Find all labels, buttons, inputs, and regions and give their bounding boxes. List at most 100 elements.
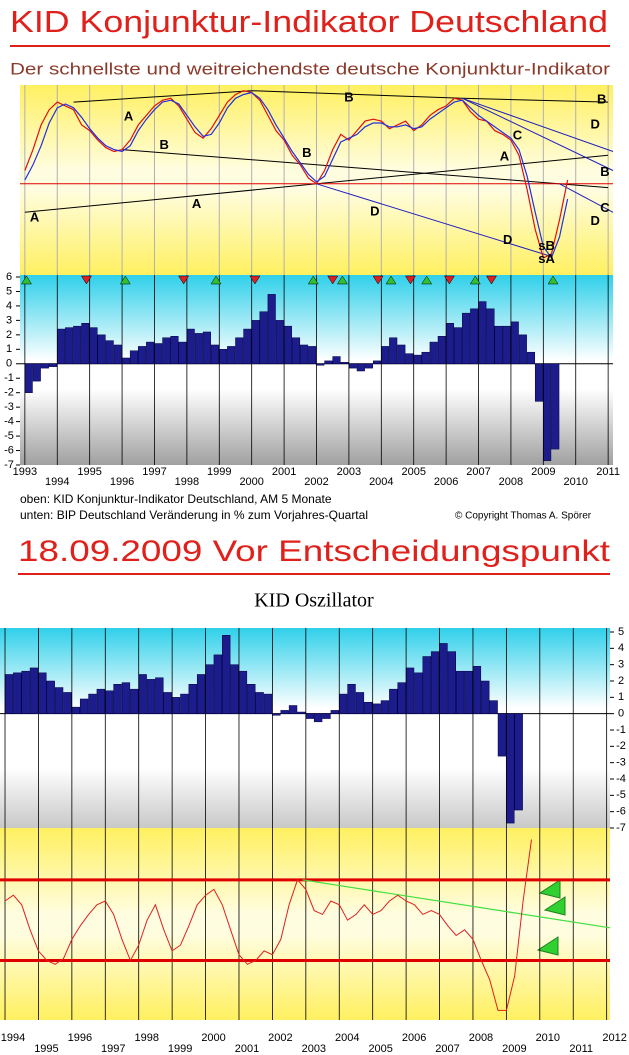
annotation: D bbox=[503, 232, 512, 247]
bar bbox=[272, 713, 281, 716]
x-tick-label: 2011 bbox=[596, 466, 620, 478]
x-tick-label: 2002 bbox=[268, 1032, 292, 1044]
bar bbox=[162, 337, 171, 365]
bar bbox=[138, 346, 147, 365]
bar bbox=[437, 336, 446, 365]
bar bbox=[313, 713, 323, 723]
headline: 18.09.2009 Vor Entscheidungspunkt bbox=[18, 535, 611, 568]
bar bbox=[138, 674, 147, 714]
bar bbox=[40, 363, 49, 369]
chart-title: KID Konjunktur-Indikator Deutschland bbox=[10, 4, 608, 39]
x-tick-label: 1998 bbox=[175, 476, 199, 488]
bar bbox=[455, 670, 465, 714]
bar bbox=[81, 323, 90, 365]
bar bbox=[497, 713, 507, 757]
bar bbox=[259, 311, 268, 365]
bar bbox=[89, 327, 98, 365]
bar bbox=[105, 690, 114, 714]
bar bbox=[178, 341, 187, 365]
bar bbox=[429, 341, 438, 365]
y-tick-label: -3 bbox=[616, 757, 626, 769]
bar bbox=[105, 340, 114, 365]
bar bbox=[146, 341, 155, 365]
x-tick-label: 1997 bbox=[101, 1043, 125, 1055]
trend-line bbox=[122, 149, 609, 189]
x-tick-label: 2006 bbox=[434, 476, 458, 488]
bar bbox=[502, 325, 511, 365]
annotation: B bbox=[160, 137, 169, 152]
y-tick-label: 2 bbox=[6, 329, 12, 341]
bar bbox=[275, 320, 284, 365]
x-tick-label: 2005 bbox=[401, 466, 425, 478]
x-tick-label: 2004 bbox=[335, 1032, 359, 1044]
bar bbox=[180, 693, 189, 714]
bar bbox=[462, 312, 471, 365]
y-tick-label: 1 bbox=[618, 691, 624, 703]
bar bbox=[481, 680, 490, 714]
annotation: B bbox=[597, 92, 606, 107]
bar bbox=[243, 328, 252, 365]
bar bbox=[146, 679, 156, 714]
bar bbox=[356, 363, 365, 372]
annotation: C bbox=[600, 200, 610, 215]
x-tick-label: 2000 bbox=[239, 476, 263, 488]
x-tick-label: 1999 bbox=[168, 1043, 192, 1055]
y-tick-label: 4 bbox=[6, 300, 12, 312]
annotation: C bbox=[513, 128, 523, 143]
x-tick-label: 2006 bbox=[402, 1032, 426, 1044]
bar bbox=[518, 334, 527, 365]
bar bbox=[54, 687, 64, 714]
bar bbox=[430, 651, 440, 714]
pointer bbox=[536, 936, 559, 956]
bar bbox=[543, 363, 552, 461]
x-tick-label: 1995 bbox=[77, 466, 101, 478]
x-tick-label: 2007 bbox=[435, 1043, 459, 1055]
bar bbox=[380, 700, 390, 714]
bar bbox=[113, 344, 122, 365]
x-tick-label: 1993 bbox=[13, 466, 37, 478]
signal-marker bbox=[372, 275, 384, 285]
y-tick-label: -1 bbox=[4, 372, 14, 384]
footer-note: unten: BIP Deutschland Veränderung in % … bbox=[20, 508, 368, 522]
bar bbox=[389, 688, 398, 714]
bar bbox=[364, 701, 373, 714]
bar bbox=[300, 344, 309, 365]
bar bbox=[96, 688, 106, 714]
signal-marker bbox=[336, 275, 348, 285]
bar bbox=[29, 667, 39, 714]
y-tick-label: 1 bbox=[6, 343, 12, 355]
bar bbox=[57, 328, 66, 365]
bar bbox=[405, 353, 414, 365]
bar bbox=[263, 693, 273, 714]
bar bbox=[267, 294, 276, 365]
bar bbox=[130, 688, 139, 714]
trend-line bbox=[73, 90, 609, 103]
signal-marker bbox=[327, 275, 339, 285]
bar bbox=[238, 670, 248, 714]
bar bbox=[121, 357, 130, 365]
bar bbox=[297, 711, 306, 714]
bar bbox=[413, 354, 422, 365]
signal-marker bbox=[307, 275, 319, 285]
bar bbox=[219, 349, 228, 365]
bar bbox=[280, 710, 289, 714]
bar bbox=[97, 334, 106, 365]
x-tick-label: 2008 bbox=[499, 476, 523, 488]
bar bbox=[38, 672, 47, 714]
bar bbox=[324, 360, 333, 365]
y-tick-label: -4 bbox=[4, 416, 14, 428]
bar bbox=[121, 682, 131, 714]
bar bbox=[73, 325, 82, 365]
bar bbox=[372, 360, 382, 365]
bar bbox=[551, 363, 560, 450]
bar bbox=[322, 713, 331, 719]
bar bbox=[46, 680, 55, 714]
bar bbox=[88, 693, 97, 714]
bar bbox=[71, 706, 80, 714]
y-tick-label: -4 bbox=[616, 773, 626, 785]
x-tick-label: 2010 bbox=[536, 1032, 560, 1044]
x-tick-label: 1996 bbox=[68, 1032, 92, 1044]
bar bbox=[478, 301, 487, 365]
y-tick-label: -6 bbox=[616, 806, 626, 818]
bar bbox=[381, 346, 390, 365]
